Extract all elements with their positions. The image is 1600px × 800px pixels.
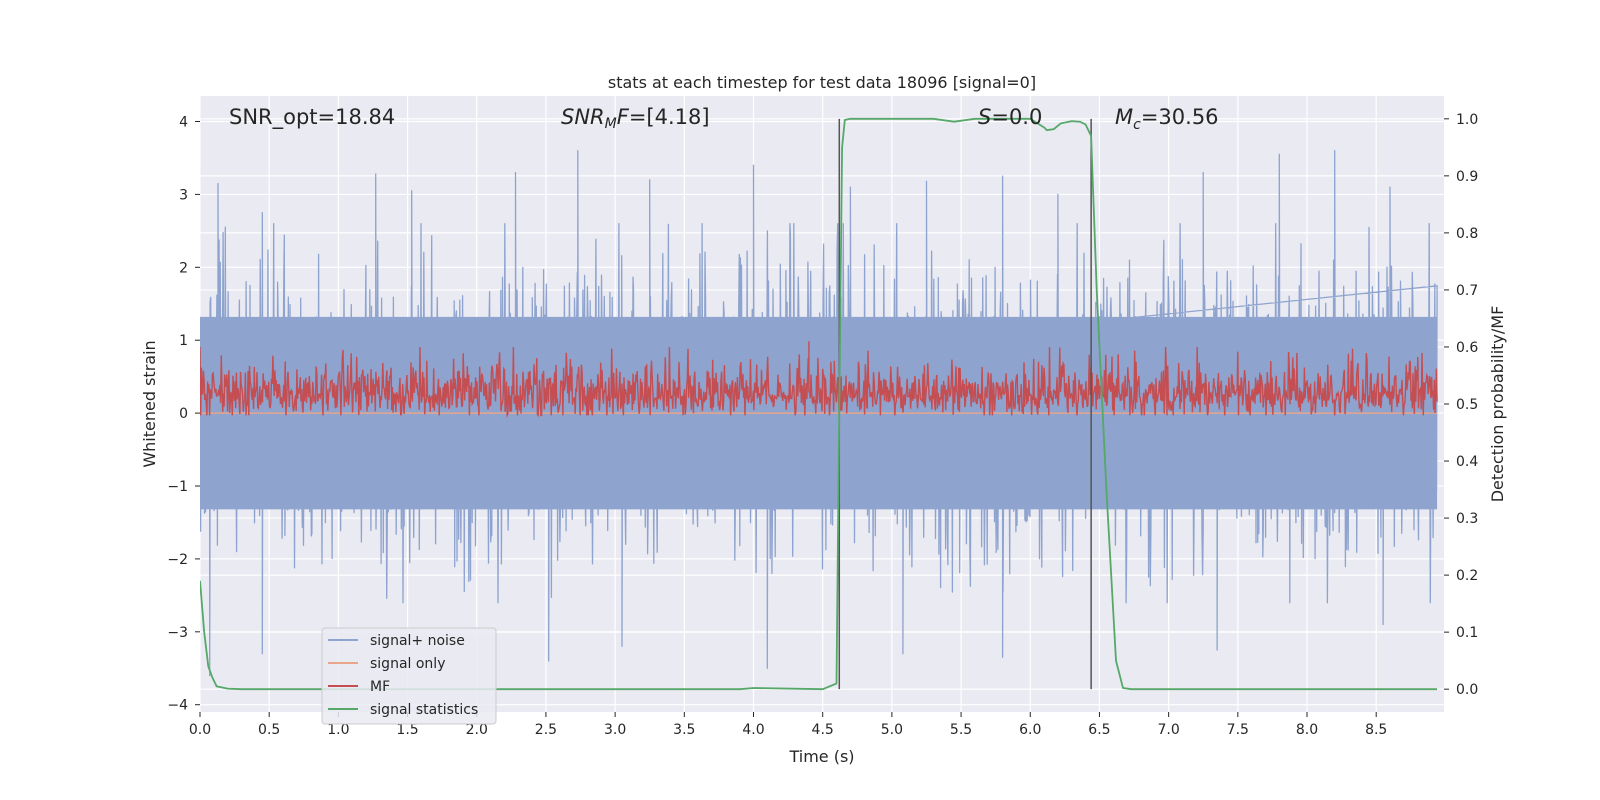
signal-statistics-line [200, 117, 1438, 691]
annotation-s: S=0.0 [978, 105, 1042, 129]
x-tick-label: 2.0 [466, 722, 488, 738]
legend-label-signal-plus-noise: signal+ noise [370, 633, 465, 649]
x-tick-label: 5.5 [950, 722, 972, 738]
x-tick-label: 4.0 [742, 722, 764, 738]
annotation-snr-mf: SNRMF=[4.18] [561, 105, 710, 132]
y-right-tick-label: 0.3 [1456, 511, 1478, 527]
x-tick-label: 1.5 [396, 722, 418, 738]
legend-label-mf: MF [370, 679, 390, 695]
y-left-axis-label: Whitened strain [140, 340, 159, 467]
y-left-tick-label: 3 [179, 187, 188, 203]
x-tick-label: 4.5 [812, 722, 834, 738]
x-tick-label: 6.5 [1088, 722, 1110, 738]
annotation-snr-opt: SNR_opt=18.84 [229, 105, 395, 130]
y-right-tick-label: 0.9 [1456, 169, 1478, 185]
legend-box [321, 627, 497, 725]
x-tick-label: 5.0 [881, 722, 903, 738]
x-axis-label: Time (s) [788, 747, 854, 766]
x-tick-label: 0.5 [258, 722, 280, 738]
y-right-tick-label: 0.4 [1456, 454, 1478, 470]
y-right-tick-label: 0.5 [1456, 397, 1478, 413]
x-tick-label: 2.5 [535, 722, 557, 738]
series-mf [200, 341, 1438, 419]
y-right-tick-label: 0.2 [1456, 568, 1478, 584]
annotation-mc: Mc=30.56 [1115, 105, 1219, 133]
x-tick-label: 8.0 [1296, 722, 1318, 738]
y-right-axis-label: Detection probability/MF [1488, 306, 1507, 503]
y-right-tick-label: 0.8 [1456, 226, 1478, 242]
x-tick-label: 8.5 [1365, 722, 1387, 738]
y-right-axis-ticks: 1.0 0.9 0.8 0.7 0.6 0.5 0.4 0.3 0.2 0.1 0.0 [1444, 112, 1478, 698]
y-left-tick-label: −2 [167, 552, 188, 568]
legend-label-signal-statistics: signal statistics [370, 702, 478, 718]
x-tick-label: 3.5 [673, 722, 695, 738]
x-tick-label: 0.0 [189, 722, 211, 738]
legend-label-signal-only: signal only [370, 656, 445, 672]
chart-title: stats at each timestep for test data 180… [608, 73, 1036, 92]
y-right-tick-label: 1.0 [1456, 112, 1478, 128]
y-left-tick-label: −4 [167, 698, 188, 714]
x-tick-label: 7.5 [1227, 722, 1249, 738]
y-left-tick-label: −3 [167, 625, 188, 641]
y-right-tick-label: 0.6 [1456, 340, 1478, 356]
y-left-tick-label: 2 [179, 260, 188, 276]
y-left-tick-label: −1 [167, 479, 188, 495]
x-tick-label: 6.0 [1019, 722, 1041, 738]
y-left-tick-label: 4 [179, 115, 188, 131]
x-tick-label: 3.0 [604, 722, 626, 738]
x-axis-ticks: 0.0 0.5 1.0 1.5 2.0 2.5 3.0 3.5 4.0 4.5 5.0 5.5 6.0 6… [189, 712, 1387, 738]
legend: signal+ noise signal only MF signal stat… [321, 627, 497, 725]
x-tick-label: 7.0 [1157, 722, 1179, 738]
x-tick-label: 1.0 [327, 722, 349, 738]
y-right-tick-label: 0.0 [1456, 682, 1478, 698]
y-left-tick-label: 1 [179, 333, 188, 349]
y-left-tick-label: 0 [179, 406, 188, 422]
y-left-axis-ticks: 4 3 2 1 0 −1 −2 −3 −4 [167, 115, 200, 714]
mf-line [200, 341, 1438, 419]
y-right-tick-label: 0.7 [1456, 283, 1478, 299]
y-right-tick-label: 0.1 [1456, 625, 1478, 641]
series-signal-statistics [200, 117, 1438, 691]
